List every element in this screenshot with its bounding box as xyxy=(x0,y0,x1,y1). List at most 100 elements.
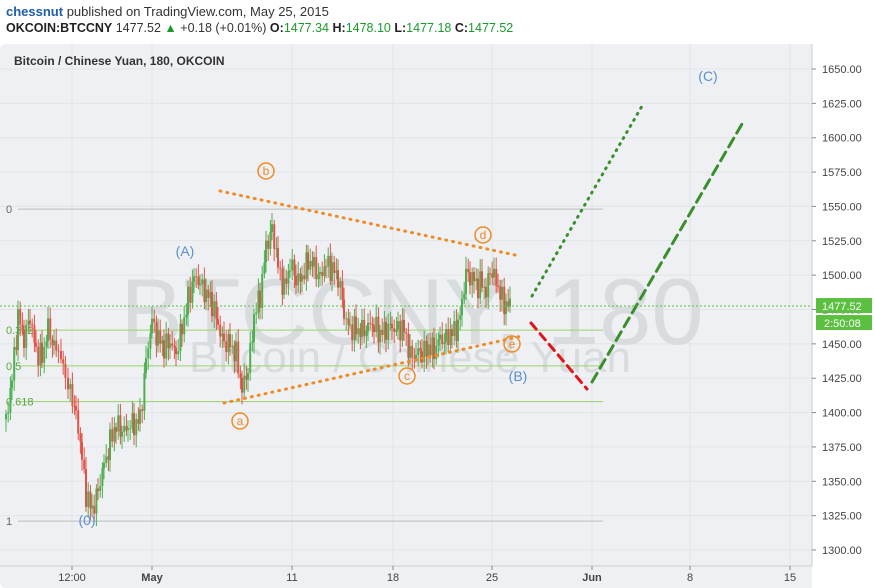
candle-body xyxy=(343,299,345,319)
candle-body xyxy=(477,278,479,299)
candle-body xyxy=(227,334,230,353)
candle-body xyxy=(425,340,428,357)
candle-body xyxy=(295,275,297,286)
candle-body xyxy=(121,431,123,437)
candle-body xyxy=(305,252,308,280)
resistance-trendline xyxy=(218,189,517,257)
author-link[interactable]: chessnut xyxy=(6,4,64,19)
time-axis[interactable]: 12:00 May 11 18 25 Jun 8 15 xyxy=(0,565,812,584)
candle-body xyxy=(67,377,69,390)
candle-body xyxy=(105,456,108,463)
candle-body xyxy=(225,341,228,353)
candle-body xyxy=(129,428,132,430)
candle-body xyxy=(209,292,212,298)
candle-body xyxy=(93,505,96,514)
open-label: O: xyxy=(269,21,284,35)
candle-body xyxy=(349,324,351,326)
time-tick-label: 8 xyxy=(687,572,693,584)
candle-body xyxy=(365,330,368,336)
candle-body xyxy=(249,343,252,373)
candle-body xyxy=(471,272,474,286)
candle-body xyxy=(177,351,180,355)
candle-body xyxy=(321,271,324,277)
candle-body xyxy=(317,274,320,280)
price-axis[interactable]: 1650.00 1625.00 1600.00 1575.00 1550.00 1525.… xyxy=(811,44,874,588)
wave-label-circle xyxy=(474,226,492,244)
published-text: published on TradingView.com, May 25, 20… xyxy=(66,4,329,19)
candle-body xyxy=(73,406,76,408)
candle-body xyxy=(147,348,150,359)
candle-body xyxy=(123,425,126,432)
chart-legend-title: Bitcoin / Chinese Yuan, 180, OKCOIN xyxy=(14,54,225,68)
candle-body xyxy=(79,433,82,442)
candle-body xyxy=(175,347,177,355)
price-tick-label: 1425.00 xyxy=(822,373,862,385)
wave-label-blue: (B) xyxy=(509,368,528,384)
candle-body xyxy=(315,257,318,280)
symbol-label[interactable]: OKCOIN:BTCCNY xyxy=(6,21,113,35)
candle-body xyxy=(81,441,83,460)
candle-body xyxy=(323,266,326,277)
candle-body xyxy=(259,290,261,308)
candle-body xyxy=(451,329,453,337)
candle-body xyxy=(359,328,362,337)
candle-body xyxy=(497,285,499,287)
candle-body xyxy=(117,415,120,432)
price-tick-label: 1575.00 xyxy=(822,167,862,179)
high-value: 1478.10 xyxy=(345,21,391,35)
candle-body xyxy=(279,267,282,269)
fib-level-label: 0.618 xyxy=(6,397,34,409)
candle-body xyxy=(37,346,40,366)
candle-body xyxy=(337,270,339,288)
last-price: 1477.52 xyxy=(115,21,161,35)
chart-panel[interactable]: BTCCNY, 180 Bitcoin / Chinese Yuan 00.38… xyxy=(0,44,874,588)
candle-body xyxy=(419,348,422,352)
candle-body xyxy=(62,359,65,364)
low-value: 1477.18 xyxy=(406,21,452,35)
candle-body xyxy=(241,377,243,393)
countdown-tag-label: 2:50:08 xyxy=(824,318,861,330)
price-tick-label: 1375.00 xyxy=(822,442,862,454)
quote-line: OKCOIN:BTCCNY 1477.52 ▲ +0.18 (+0.01%) O… xyxy=(6,21,513,35)
candle-body xyxy=(435,345,438,360)
candle-body xyxy=(161,340,164,344)
candle-body xyxy=(151,318,153,334)
candle-body xyxy=(401,319,404,341)
candle-body xyxy=(277,248,279,268)
candle-body xyxy=(433,337,435,360)
candle-body xyxy=(307,252,309,270)
candle-body xyxy=(475,278,478,282)
candle-body xyxy=(13,347,16,381)
candle-body xyxy=(19,309,22,325)
candle-body xyxy=(411,346,414,358)
wave-label-circle xyxy=(231,412,249,430)
price-chart[interactable]: BTCCNY, 180 Bitcoin / Chinese Yuan 00.38… xyxy=(0,44,874,588)
candle-body xyxy=(405,332,408,334)
candle-body xyxy=(387,323,390,340)
candle-body xyxy=(165,333,168,359)
candle-body xyxy=(85,469,87,507)
candle-body xyxy=(429,344,432,356)
candle-body xyxy=(309,260,312,270)
candle-body xyxy=(60,351,62,360)
candle-body xyxy=(41,342,43,363)
candle-body xyxy=(371,323,374,326)
candle-body xyxy=(133,413,135,436)
time-tick-label: May xyxy=(141,572,163,584)
candle-body xyxy=(64,363,67,378)
drawing-lines[interactable] xyxy=(0,104,812,405)
candle-body xyxy=(89,491,92,509)
candle-body xyxy=(445,329,447,343)
candle-body xyxy=(207,289,210,298)
candle-body xyxy=(361,319,363,337)
candle-body xyxy=(101,468,104,487)
grid-lines xyxy=(0,44,812,566)
candle-body xyxy=(459,315,462,320)
candle-body xyxy=(377,316,380,343)
candle-body xyxy=(11,380,13,389)
candle-body xyxy=(223,333,225,342)
candle-body xyxy=(473,272,475,282)
candle-body xyxy=(457,319,459,341)
wave-label-orange: e xyxy=(509,337,516,351)
